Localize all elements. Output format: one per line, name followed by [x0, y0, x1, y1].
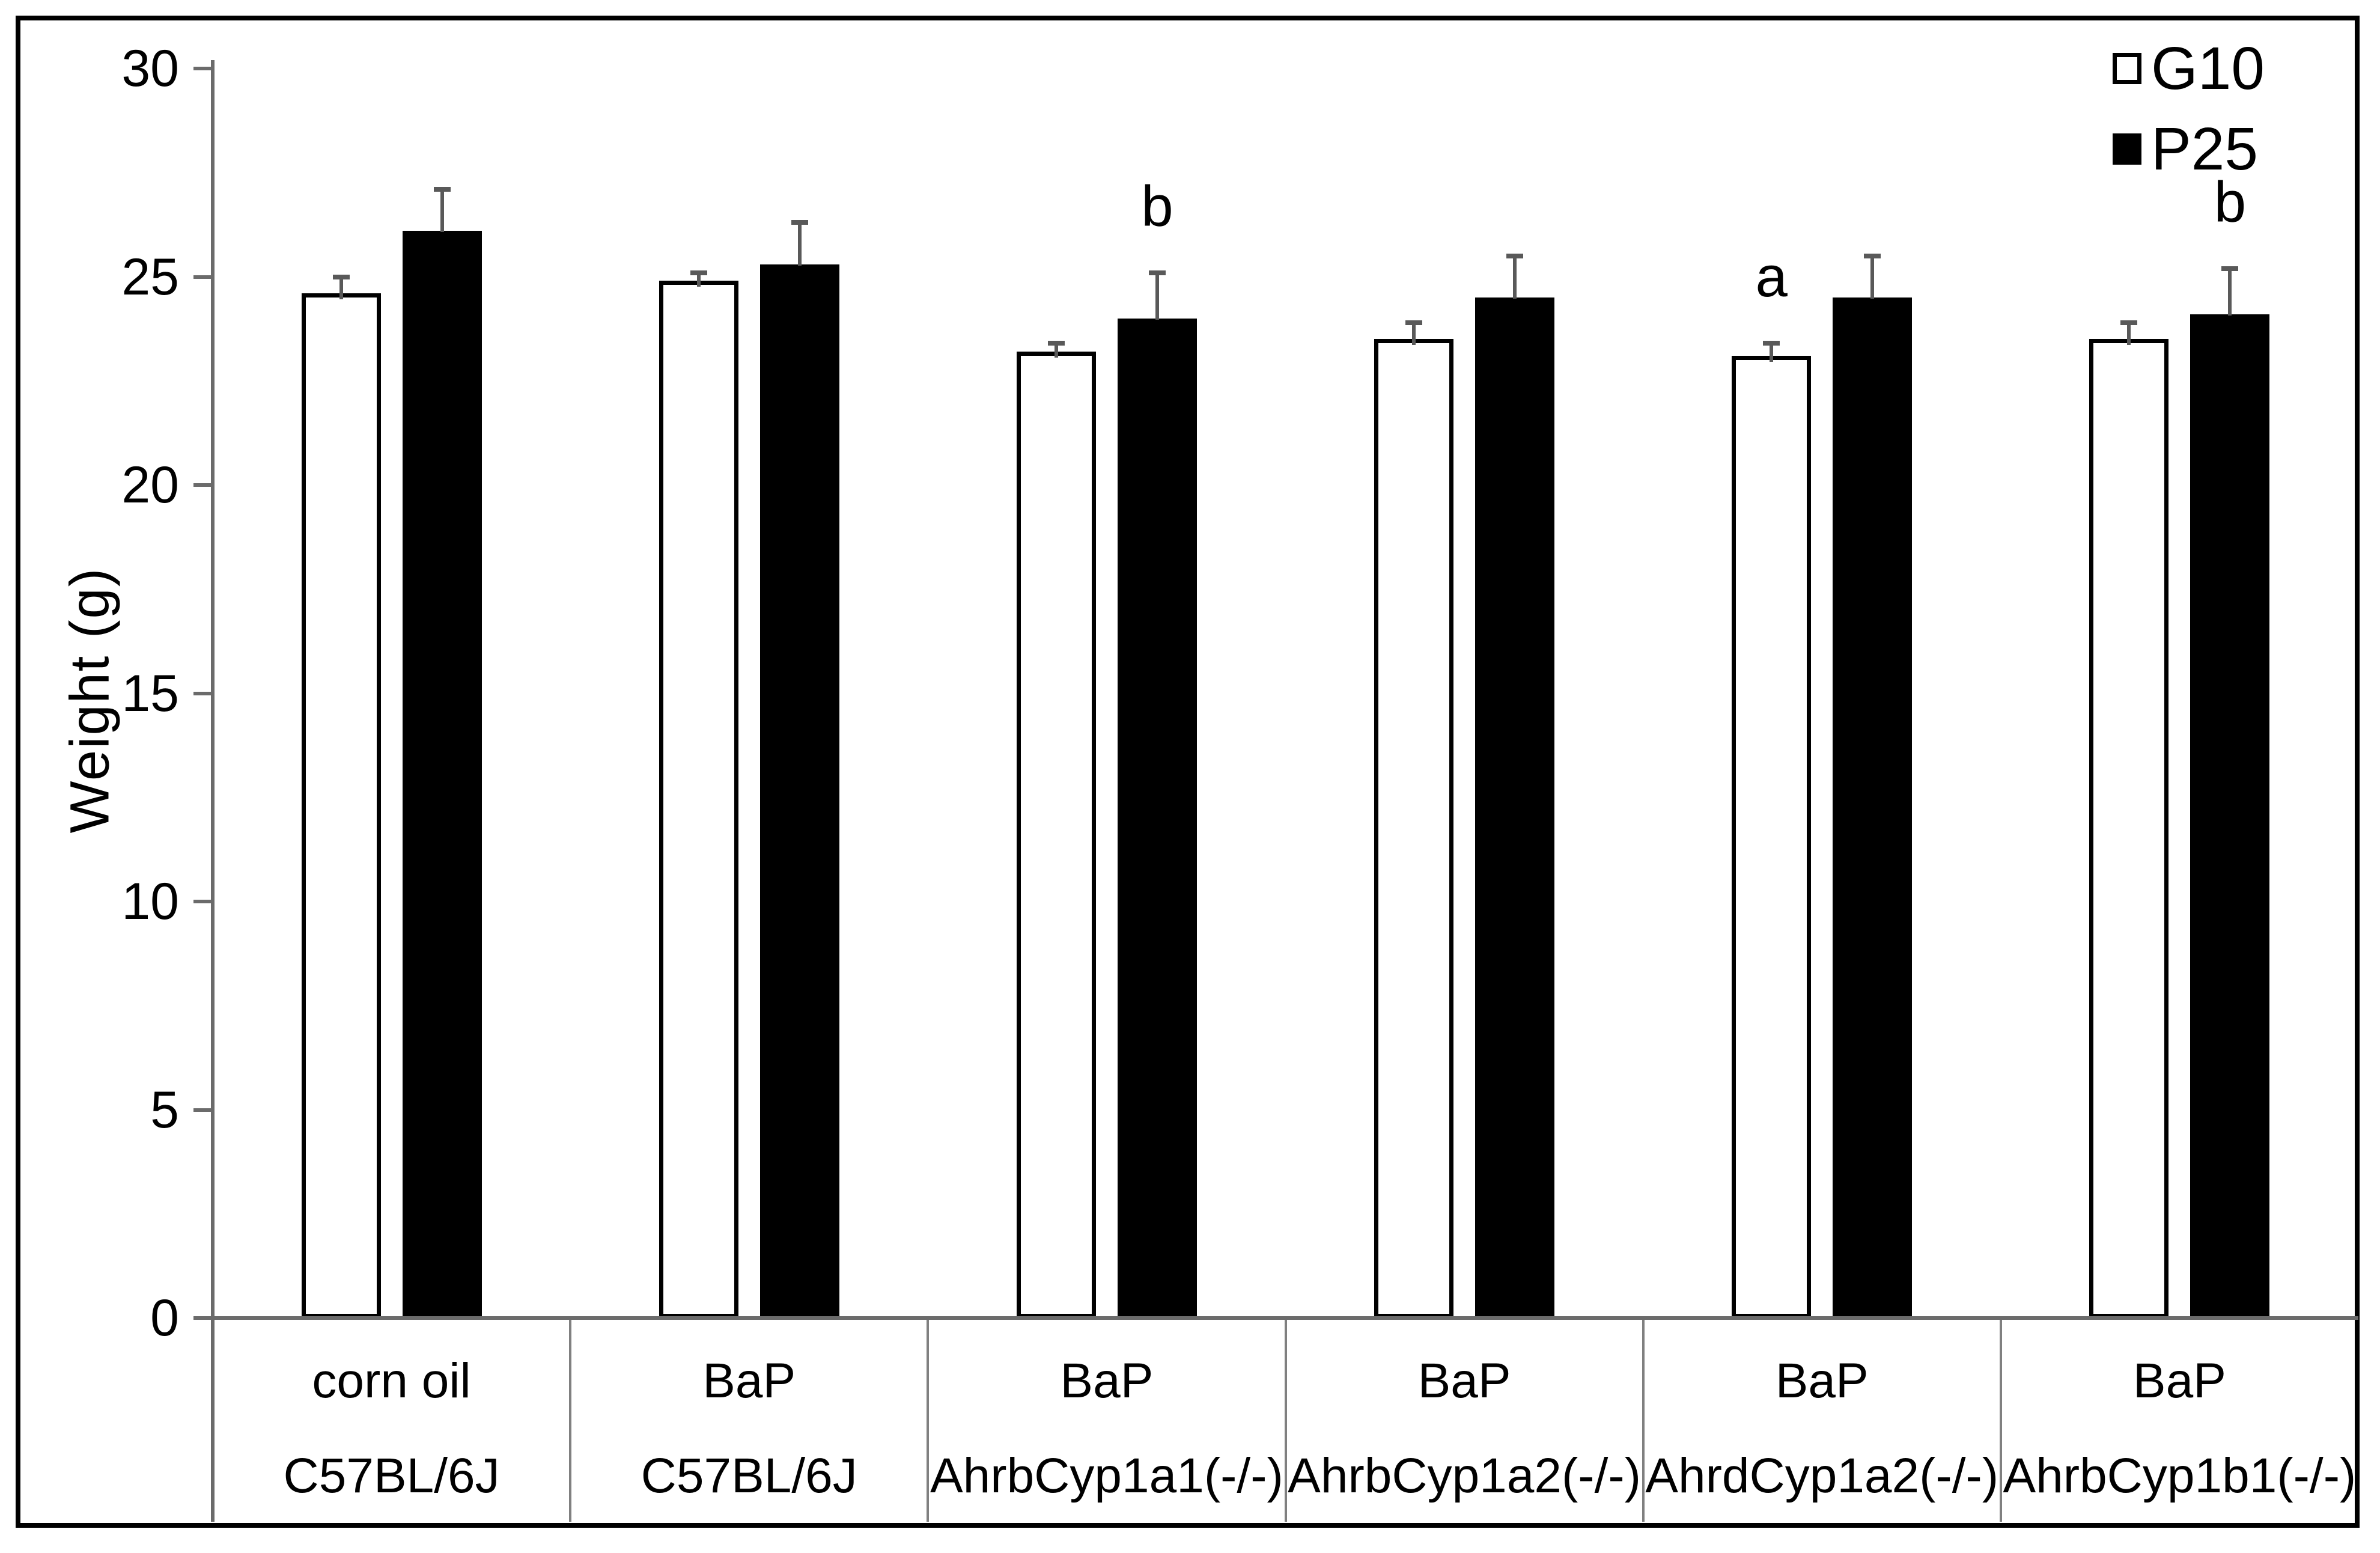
x-label-strain-4: AhrbCyp1a2(-/-) — [1288, 1448, 1641, 1503]
significance-label-p25-6: b — [2214, 169, 2247, 234]
error-bar-cap-p25-4 — [1506, 253, 1524, 258]
x-label-strain-1: C57BL/6J — [283, 1448, 500, 1503]
error-bar-cap-p25-1 — [433, 186, 451, 192]
bar-g10-4 — [1374, 339, 1454, 1318]
legend-label-g10: G10 — [2151, 35, 2265, 102]
x-axis-divider — [1284, 1320, 1287, 1522]
error-bar-line-g10-4 — [1412, 322, 1416, 346]
y-tick-mark — [193, 691, 213, 695]
error-bar-cap-g10-2 — [690, 270, 707, 275]
figure-border — [16, 16, 2360, 1528]
error-bar-line-g10-2 — [696, 272, 701, 287]
error-bar-cap-g10-4 — [1405, 320, 1423, 325]
legend: G10 P25 — [2113, 38, 2265, 200]
error-bar-line-p25-3 — [1155, 272, 1159, 320]
legend-swatch-g10 — [2113, 53, 2141, 84]
bar-g10-3 — [1016, 352, 1096, 1318]
error-bar-cap-g10-6 — [2120, 320, 2138, 325]
bar-p25-2 — [759, 264, 839, 1318]
error-bar-cap-g10-1 — [332, 274, 350, 279]
error-bar-line-g10-5 — [1770, 343, 1774, 362]
x-label-strain-6: AhrbCyp1b1(-/-) — [2003, 1448, 2357, 1503]
bar-g10-1 — [301, 293, 381, 1318]
x-label-strain-2: C57BL/6J — [641, 1448, 857, 1503]
y-tick-mark — [193, 1108, 213, 1112]
legend-item-g10: G10 — [2113, 38, 2265, 99]
error-bar-cap-p25-2 — [791, 220, 808, 225]
x-label-treatment-1: corn oil — [312, 1353, 471, 1408]
y-tick-label: 20 — [121, 456, 179, 514]
x-axis-divider — [569, 1320, 572, 1522]
y-tick-mark — [193, 67, 213, 70]
x-label-treatment-5: BaP — [1775, 1353, 1869, 1408]
x-label-treatment-3: BaP — [1060, 1353, 1154, 1408]
error-bar-line-p25-2 — [797, 222, 802, 266]
x-axis-divider — [1999, 1320, 2002, 1522]
bar-p25-3 — [1117, 318, 1197, 1318]
x-label-treatment-2: BaP — [702, 1353, 796, 1408]
bar-p25-6 — [2190, 314, 2270, 1318]
error-bar-cap-p25-6 — [2221, 266, 2239, 271]
x-label-treatment-4: BaP — [1417, 1353, 1511, 1408]
bar-g10-6 — [2089, 339, 2169, 1318]
y-tick-label: 15 — [121, 664, 179, 722]
error-bar-line-g10-3 — [1054, 343, 1058, 358]
error-bar-line-g10-6 — [2127, 322, 2131, 346]
error-bar-cap-g10-5 — [1763, 341, 1780, 346]
bar-g10-2 — [659, 281, 738, 1318]
error-bar-line-p25-1 — [440, 189, 444, 233]
y-tick-mark — [193, 275, 213, 279]
error-bar-line-g10-1 — [339, 276, 343, 300]
x-axis-divider — [927, 1320, 930, 1522]
legend-swatch-p25 — [2113, 133, 2141, 165]
error-bar-cap-p25-3 — [1148, 270, 1166, 275]
bar-p25-1 — [402, 231, 482, 1318]
error-bar-line-p25-6 — [2228, 268, 2232, 316]
y-tick-mark — [193, 1316, 213, 1320]
error-bar-line-p25-4 — [1513, 255, 1517, 299]
y-tick-label: 10 — [121, 873, 179, 930]
y-axis-line — [211, 60, 215, 1522]
bar-g10-5 — [1732, 356, 1812, 1318]
bar-p25-4 — [1475, 297, 1555, 1318]
error-bar-cap-p25-5 — [1864, 253, 1881, 258]
x-label-strain-5: AhrdCyp1a2(-/-) — [1645, 1448, 1999, 1503]
y-tick-label: 5 — [150, 1081, 179, 1139]
legend-item-p25: P25 — [2113, 119, 2265, 179]
significance-label-p25-3: b — [1141, 174, 1173, 239]
x-label-treatment-6: BaP — [2132, 1353, 2226, 1408]
x-axis-divider — [1642, 1320, 1645, 1522]
y-tick-mark — [193, 900, 213, 903]
bar-p25-5 — [1833, 297, 1913, 1318]
y-tick-label: 0 — [150, 1289, 179, 1347]
error-bar-cap-g10-3 — [1047, 341, 1065, 346]
significance-label-g10-5: a — [1755, 245, 1788, 310]
y-tick-label: 30 — [121, 40, 179, 97]
y-tick-mark — [193, 483, 213, 487]
y-tick-label: 25 — [121, 248, 179, 306]
x-axis-line — [213, 1316, 2358, 1320]
error-bar-line-p25-5 — [1870, 255, 1875, 299]
legend-label-p25: P25 — [2151, 115, 2258, 183]
x-label-strain-3: AhrbCyp1a1(-/-) — [930, 1448, 1283, 1503]
